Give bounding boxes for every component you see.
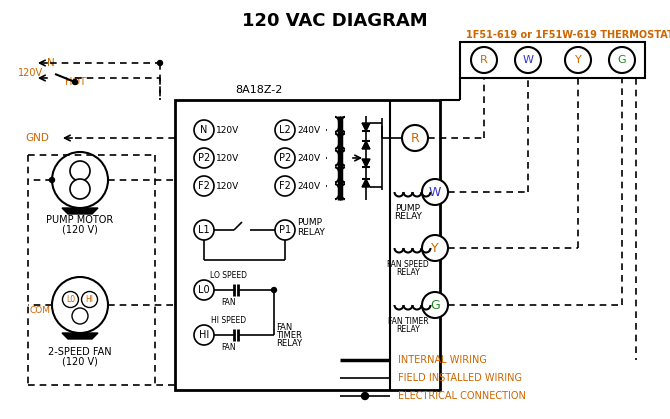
Circle shape [402,125,428,151]
Circle shape [194,220,214,240]
Text: HI: HI [86,295,94,304]
Circle shape [609,47,635,73]
Circle shape [194,120,214,140]
Text: P1: P1 [279,225,291,235]
Text: PUMP: PUMP [297,217,322,227]
Text: R: R [480,55,488,65]
Text: 2-SPEED FAN: 2-SPEED FAN [48,347,112,357]
Text: G: G [618,55,626,65]
Text: N: N [200,125,208,135]
Circle shape [194,176,214,196]
Text: FIELD INSTALLED WIRING: FIELD INSTALLED WIRING [398,373,522,383]
Circle shape [70,179,90,199]
Polygon shape [62,333,98,339]
Text: L0: L0 [66,295,75,304]
Text: W: W [523,55,533,65]
Text: P2: P2 [198,153,210,163]
Text: RELAY: RELAY [396,268,420,277]
Text: 120V: 120V [18,68,43,78]
Text: HI SPEED: HI SPEED [212,316,247,325]
Text: 120V: 120V [216,153,239,163]
Text: 240V: 240V [297,153,320,163]
Text: PUMP MOTOR: PUMP MOTOR [46,215,114,225]
Text: 120 VAC DIAGRAM: 120 VAC DIAGRAM [242,12,428,30]
Circle shape [52,152,108,208]
Polygon shape [362,179,370,187]
Circle shape [194,325,214,345]
Circle shape [275,220,295,240]
Circle shape [52,277,108,333]
Circle shape [70,161,90,181]
Text: TIMER: TIMER [276,331,302,339]
Text: 1F51-619 or 1F51W-619 THERMOSTAT: 1F51-619 or 1F51W-619 THERMOSTAT [466,30,670,40]
Circle shape [194,280,214,300]
Bar [175,100,440,390]
Text: LO SPEED: LO SPEED [210,271,247,280]
Text: L2: L2 [279,125,291,135]
Text: R: R [411,132,419,145]
Circle shape [275,176,295,196]
Text: 240V: 240V [297,181,320,191]
Text: (120 V): (120 V) [62,224,98,234]
Circle shape [422,179,448,205]
Text: L1: L1 [198,225,210,235]
Text: RELAY: RELAY [297,228,325,236]
Circle shape [194,148,214,168]
Text: 120V: 120V [216,181,239,191]
Circle shape [50,178,54,183]
Polygon shape [362,141,370,149]
Text: Y: Y [575,55,582,65]
Text: PUMP: PUMP [395,204,421,213]
Text: F2: F2 [198,181,210,191]
Polygon shape [362,123,370,131]
Text: INTERNAL WIRING: INTERNAL WIRING [398,355,487,365]
Circle shape [72,80,78,85]
Text: FAN: FAN [222,343,237,352]
Circle shape [271,287,277,292]
Circle shape [422,235,448,261]
Text: FAN SPEED: FAN SPEED [387,260,429,269]
Text: F2: F2 [279,181,291,191]
Text: COM: COM [29,305,50,315]
Circle shape [62,292,78,308]
Text: G: G [430,298,440,311]
Text: 120V: 120V [216,126,239,134]
Circle shape [157,60,163,65]
Circle shape [565,47,591,73]
Text: 240V: 240V [297,126,320,134]
Polygon shape [362,159,370,167]
Circle shape [275,120,295,140]
Text: HOT: HOT [65,77,86,87]
Text: (120 V): (120 V) [62,356,98,366]
Text: ELECTRICAL CONNECTION: ELECTRICAL CONNECTION [398,391,526,401]
Circle shape [72,308,88,324]
Text: FAN TIMER: FAN TIMER [388,317,428,326]
Text: RELAY: RELAY [276,339,302,347]
Text: HI: HI [199,330,209,340]
Text: Y: Y [431,241,439,254]
Text: W: W [429,186,441,199]
Circle shape [362,393,368,399]
Polygon shape [62,208,98,214]
Circle shape [515,47,541,73]
Circle shape [275,148,295,168]
Text: L0: L0 [198,285,210,295]
Text: FAN: FAN [276,323,292,331]
Circle shape [422,292,448,318]
Text: 8A18Z-2: 8A18Z-2 [235,85,282,95]
Text: RELAY: RELAY [396,325,420,334]
Text: N: N [48,58,55,68]
Text: FAN: FAN [222,298,237,307]
Text: GND: GND [25,133,49,143]
Circle shape [471,47,497,73]
Text: RELAY: RELAY [394,212,422,221]
Circle shape [82,292,98,308]
Bar [460,42,645,78]
Text: P2: P2 [279,153,291,163]
